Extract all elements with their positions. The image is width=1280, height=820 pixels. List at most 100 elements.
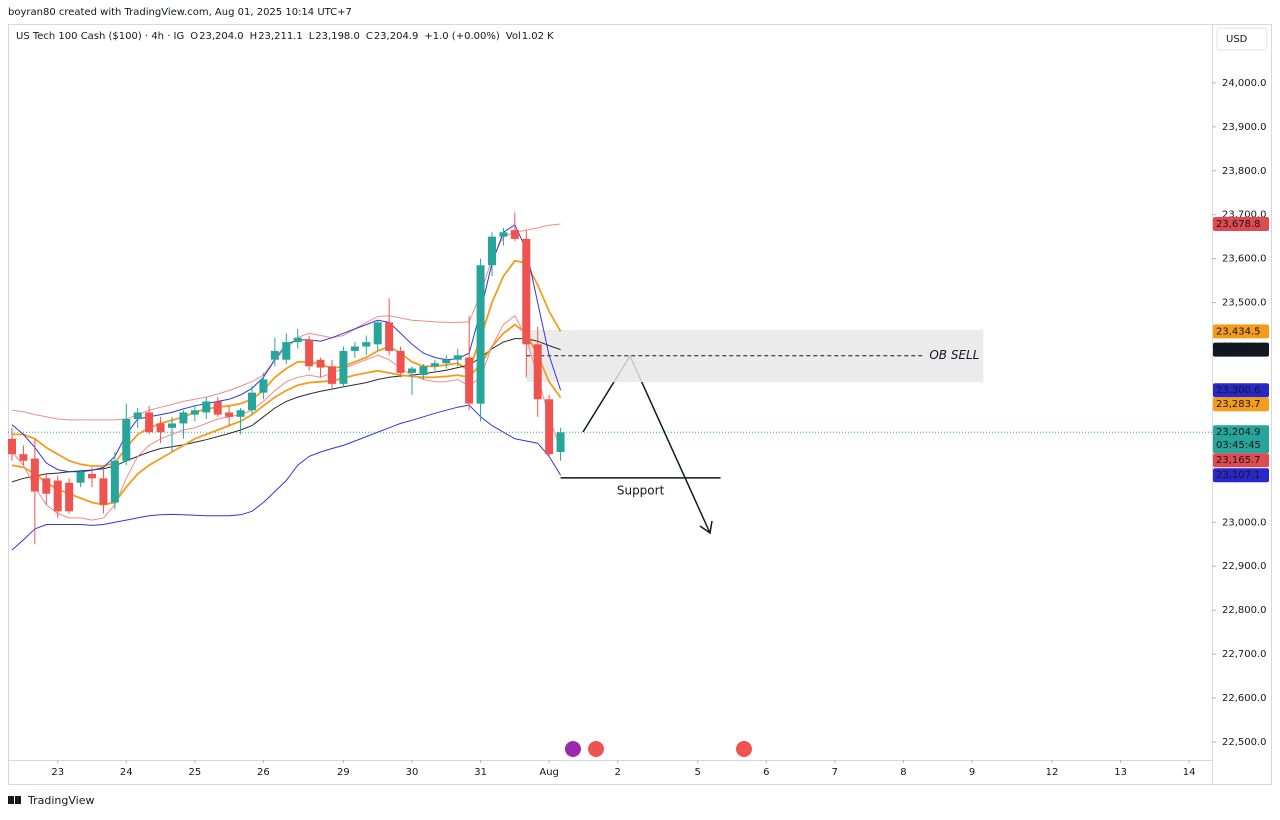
legend-key: O [190, 31, 198, 42]
legend-value: 23,204.0 [199, 31, 244, 42]
candle-body [419, 366, 428, 376]
x-tick-label: 9 [969, 767, 975, 778]
candle-body [533, 344, 542, 400]
y-tick-label: 24,000.0 [1222, 78, 1267, 89]
candle-body [179, 412, 188, 424]
candle-body [53, 480, 62, 512]
candle-body [339, 350, 348, 384]
candle-body [225, 412, 234, 417]
y-tick-label: 22,900.0 [1222, 561, 1267, 572]
price-label: 23,392.9 [1216, 345, 1261, 356]
candle-body [305, 339, 314, 367]
candle-body [8, 438, 16, 455]
brand-logo [8, 796, 21, 804]
candle-body [133, 412, 142, 420]
x-tick-label: 13 [1114, 767, 1127, 778]
candle-body [65, 482, 74, 512]
candle-body [476, 265, 485, 404]
event-icon[interactable] [565, 741, 581, 757]
price-label: 23,434.5 [1216, 326, 1261, 337]
candle-body [510, 230, 519, 239]
support-label: Support [617, 483, 665, 497]
candle-body [430, 363, 439, 367]
candle-body [556, 432, 565, 452]
candle-body [99, 478, 108, 505]
price-label: 23,300.6 [1216, 385, 1261, 396]
event-icons [565, 741, 752, 757]
candle-body [145, 412, 154, 433]
legend-key: L [309, 31, 315, 42]
candle-body [385, 322, 394, 351]
price-label: 23,165.7 [1216, 455, 1261, 466]
y-tick-label: 23,800.0 [1222, 166, 1267, 177]
candle-body [213, 401, 222, 415]
legend-key: H [250, 31, 258, 42]
candle-body [453, 355, 462, 360]
currency[interactable]: USD [1226, 34, 1248, 45]
candle-body [270, 350, 279, 360]
countdown: 03:45:45 [1216, 440, 1261, 451]
candle-body [282, 342, 291, 360]
y-tick-label: 22,800.0 [1222, 605, 1267, 616]
event-icon[interactable] [588, 741, 604, 757]
candle-body [156, 423, 165, 433]
candle-body [499, 232, 508, 237]
legend: US Tech 100 Cash ($100) · 4h · IG O 23,204… [16, 31, 554, 42]
price-label-bg [1213, 217, 1269, 232]
candle-body [110, 460, 119, 503]
candle-body [350, 346, 359, 351]
candle-body [42, 478, 51, 494]
candle-body [30, 458, 39, 492]
candle-body [236, 410, 245, 417]
x-tick-label: 24 [120, 767, 133, 778]
y-tick-label: 22,500.0 [1222, 737, 1267, 748]
candle-body [465, 357, 474, 404]
candle-body [408, 368, 416, 373]
price-label-bg [1213, 453, 1269, 468]
x-tick-label: 14 [1183, 767, 1196, 778]
x-tick-label: 7 [832, 767, 838, 778]
x-tick-label: 25 [188, 767, 201, 778]
currency-button[interactable] [1216, 27, 1268, 51]
y-tick-label: 22,600.0 [1222, 693, 1267, 704]
y-tick-label: 23,700.0 [1222, 210, 1267, 221]
y-tick-label: 23,500.0 [1222, 298, 1267, 309]
price-label-bg [1213, 383, 1269, 398]
x-tick-label: 8 [900, 767, 906, 778]
y-tick-label: 23,000.0 [1222, 517, 1267, 528]
symbol: US Tech 100 Cash ($100) · 4h · IG [16, 31, 184, 42]
x-tick-label: 29 [337, 767, 350, 778]
candle-body [88, 473, 96, 479]
candle-body [19, 454, 28, 461]
candle-body [442, 359, 451, 364]
legend-value: 23,204.9 [374, 31, 419, 42]
x-tick-label: 6 [763, 767, 769, 778]
price-label-bg [1213, 425, 1269, 454]
candle-body [373, 322, 382, 345]
legend-value: 23,211.1 [258, 31, 303, 42]
y-tick-label: 23,900.0 [1222, 122, 1267, 133]
candle-body [545, 399, 554, 455]
candle-body [248, 392, 256, 411]
candle-body [396, 350, 405, 373]
price-label: 23,678.8 [1216, 219, 1261, 230]
x-tick-label: 30 [406, 767, 419, 778]
credit: boyran80 created with TradingView.com, A… [8, 7, 352, 18]
x-tick-label: Aug [539, 767, 559, 778]
x-tick-label: 2 [615, 767, 621, 778]
x-tick-label: 5 [695, 767, 701, 778]
y-tick-label: 22,700.0 [1222, 649, 1267, 660]
price-label: 23,204.9 [1216, 427, 1261, 438]
arrow-head [699, 520, 713, 535]
legend-value: 23,198.0 [315, 31, 360, 42]
event-icon[interactable] [736, 741, 752, 757]
x-tick-label: 23 [51, 767, 64, 778]
legend-value: 1.02 K [522, 31, 554, 42]
frame [8, 24, 1272, 785]
price-label: 23,107.1 [1216, 470, 1261, 481]
price-label: 23,283.7 [1216, 399, 1261, 410]
y-tick-label: 23,600.0 [1222, 254, 1267, 265]
price-label-bg [1213, 324, 1269, 339]
legend-value: +1.0 (+0.00%) [424, 31, 500, 42]
